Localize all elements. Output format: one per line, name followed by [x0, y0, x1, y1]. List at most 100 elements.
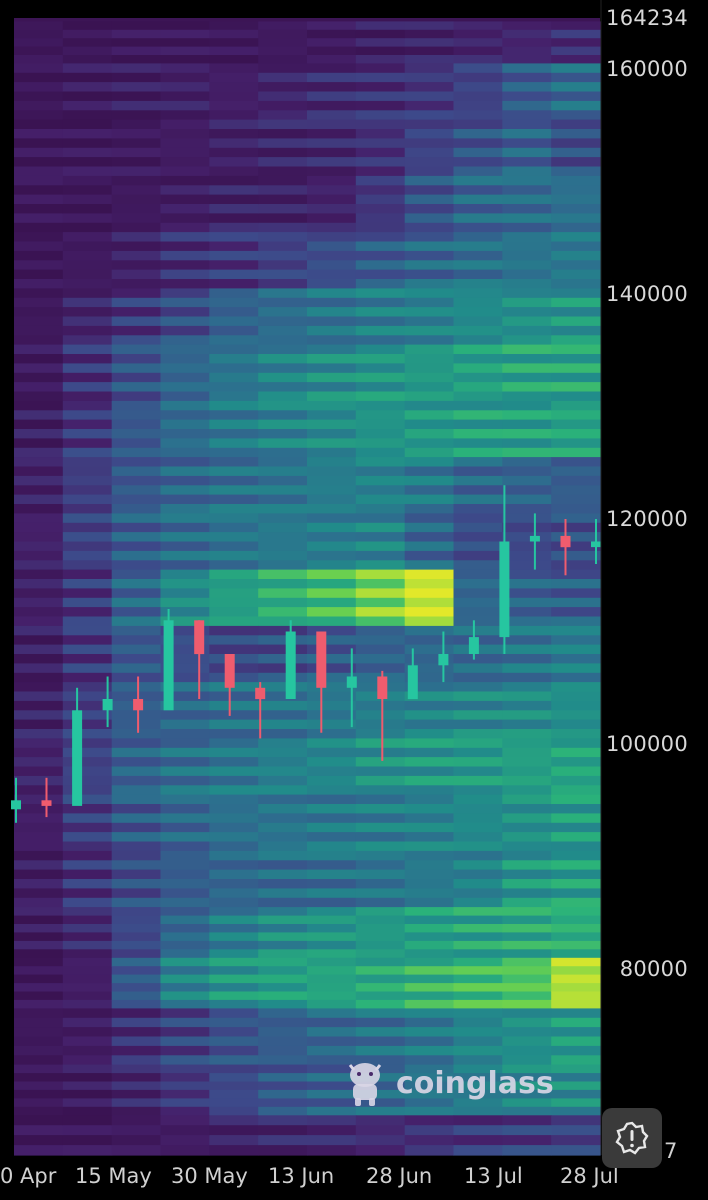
heat-cell: [258, 915, 308, 925]
heat-cell: [14, 91, 64, 102]
heat-cell: [209, 907, 259, 917]
heat-cell: [160, 794, 210, 805]
heat-cell: [209, 957, 259, 967]
heat-cell: [160, 924, 210, 933]
heat-cell: [453, 1064, 503, 1074]
heat-cell: [209, 766, 259, 777]
heat-cell: [404, 100, 455, 111]
heat-cell: [62, 429, 113, 439]
heat-cell: [111, 72, 162, 83]
heat-cell: [404, 241, 455, 252]
heat-cell: [355, 588, 406, 599]
heat-cell: [14, 597, 64, 608]
heat-cell: [14, 1008, 64, 1019]
heat-cell: [551, 940, 601, 950]
heat-cell: [160, 957, 210, 967]
heat-cell: [453, 222, 503, 233]
heat-cell: [551, 166, 601, 177]
heat-cell: [160, 766, 210, 777]
heat-cell: [551, 363, 601, 374]
heat-cell: [453, 940, 503, 950]
heat-cell: [307, 391, 357, 402]
heat-cell: [14, 999, 64, 1009]
heat-cell: [551, 21, 601, 31]
heat-cell: [404, 382, 455, 393]
heat-cell: [111, 307, 162, 318]
heat-cell: [502, 729, 552, 739]
heat-cell: [14, 119, 64, 130]
heat-cell: [209, 279, 259, 289]
heat-cell: [62, 579, 113, 589]
heat-cell: [14, 250, 64, 261]
heat-cell: [258, 888, 308, 899]
candle-body: [377, 676, 388, 699]
heat-cell: [307, 157, 357, 168]
heat-cell: [160, 691, 210, 702]
heat-cell: [209, 372, 259, 383]
heat-cell: [404, 354, 455, 364]
heat-cell: [111, 869, 162, 880]
heat-cell: [404, 757, 455, 768]
heat-cell: [404, 560, 455, 571]
heat-cell: [209, 29, 259, 39]
heat-cell: [209, 91, 259, 102]
heat-cell: [502, 63, 552, 74]
heat-cell: [502, 560, 552, 571]
heat-cell: [160, 672, 210, 683]
heat-cell: [453, 260, 503, 271]
heat-cell: [404, 147, 455, 158]
heat-cell: [160, 82, 210, 93]
heat-cell: [14, 710, 64, 721]
heat-cell: [453, 29, 503, 39]
heat-cell: [355, 55, 406, 64]
heat-cell: [355, 1125, 406, 1136]
heat-cell: [62, 250, 113, 261]
heat-cell: [160, 419, 210, 430]
heat-cell: [14, 1081, 64, 1091]
heat-cell: [502, 475, 552, 486]
heat-cell: [209, 222, 259, 233]
heat-cell: [502, 949, 552, 959]
heat-cell: [404, 38, 455, 48]
alert-button[interactable]: [602, 1108, 662, 1168]
heat-cell: [209, 335, 259, 346]
heat-cell: [209, 607, 259, 618]
heat-cell: [14, 110, 64, 121]
heat-cell: [355, 213, 406, 224]
heat-cell: [502, 915, 552, 925]
heat-cell: [111, 504, 162, 514]
heat-cell: [62, 625, 113, 636]
heat-cell: [355, 185, 406, 196]
heat-cell: [404, 1008, 455, 1019]
heat-cell: [307, 822, 357, 833]
heat-cell: [258, 932, 308, 942]
heat-cell: [355, 915, 406, 925]
heat-cell: [209, 157, 259, 168]
heat-cell: [111, 1045, 162, 1056]
heat-cell: [14, 1089, 64, 1099]
heat-cell: [62, 1027, 113, 1038]
heat-cell: [355, 466, 406, 477]
heat-cell: [453, 569, 503, 580]
heat-cell: [111, 222, 162, 233]
heat-cell: [453, 924, 503, 933]
heat-cell: [307, 307, 357, 318]
heat-cell: [14, 1135, 64, 1146]
heat-cell: [14, 907, 64, 917]
heat-cell: [258, 850, 308, 861]
heat-cell: [14, 991, 64, 1001]
heat-cell: [160, 974, 210, 984]
heat-cell: [404, 850, 455, 861]
heat-cell: [111, 888, 162, 899]
heat-cell: [258, 597, 308, 608]
heat-cell: [160, 429, 210, 439]
heat-cell: [551, 325, 601, 336]
heat-cell: [111, 588, 162, 599]
heat-cell: [258, 504, 308, 514]
heat-cell: [355, 644, 406, 655]
heat-cell: [111, 297, 162, 308]
heat-cell: [14, 1098, 64, 1108]
heat-cell: [209, 860, 259, 871]
heat-cell: [14, 625, 64, 636]
heat-cell: [453, 250, 503, 261]
